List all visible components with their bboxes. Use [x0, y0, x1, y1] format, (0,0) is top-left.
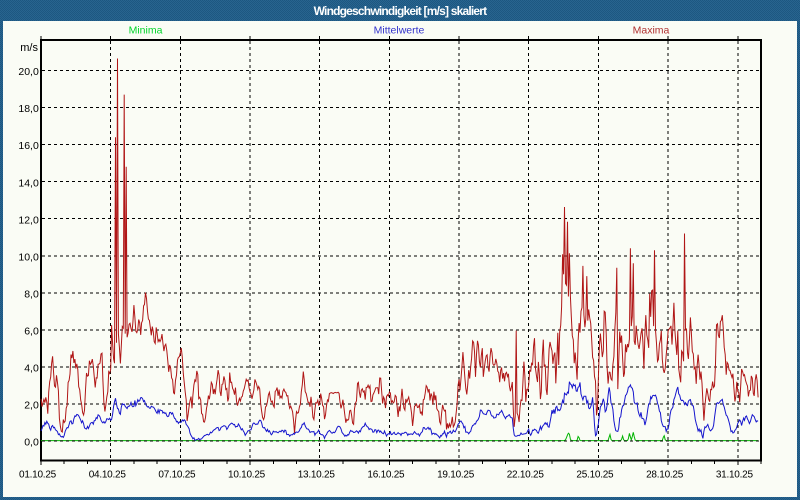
svg-text:20,0: 20,0 [18, 66, 39, 78]
svg-text:2,0: 2,0 [24, 400, 39, 412]
svg-text:Minima: Minima [129, 25, 163, 37]
svg-text:25.10.25: 25.10.25 [576, 469, 614, 480]
svg-text:13.10.25: 13.10.25 [298, 469, 336, 480]
svg-text:Windgeschwindigkeit [m/s] skal: Windgeschwindigkeit [m/s] skaliert [314, 4, 488, 18]
svg-text:16,0: 16,0 [18, 140, 39, 152]
svg-text:0,0: 0,0 [24, 437, 39, 449]
svg-text:31.10.25: 31.10.25 [716, 469, 754, 480]
svg-text:22.10.25: 22.10.25 [507, 469, 545, 480]
svg-text:14,0: 14,0 [18, 177, 39, 189]
svg-text:m/s: m/s [20, 42, 38, 54]
svg-text:6,0: 6,0 [24, 326, 39, 338]
svg-text:4,0: 4,0 [24, 363, 39, 375]
svg-text:28.10.25: 28.10.25 [646, 469, 684, 480]
svg-text:18,0: 18,0 [18, 103, 39, 115]
svg-text:01.10.25: 01.10.25 [19, 469, 57, 480]
svg-text:Maxima: Maxima [633, 25, 670, 37]
svg-text:Mittelwerte: Mittelwerte [374, 25, 425, 37]
svg-text:10.10.25: 10.10.25 [228, 469, 266, 480]
svg-text:16.10.25: 16.10.25 [367, 469, 405, 480]
svg-text:19.10.25: 19.10.25 [437, 469, 475, 480]
svg-text:10,0: 10,0 [18, 251, 39, 263]
svg-text:12,0: 12,0 [18, 214, 39, 226]
svg-text:8,0: 8,0 [24, 288, 39, 300]
svg-text:07.10.25: 07.10.25 [158, 469, 196, 480]
svg-text:04.10.25: 04.10.25 [89, 469, 127, 480]
